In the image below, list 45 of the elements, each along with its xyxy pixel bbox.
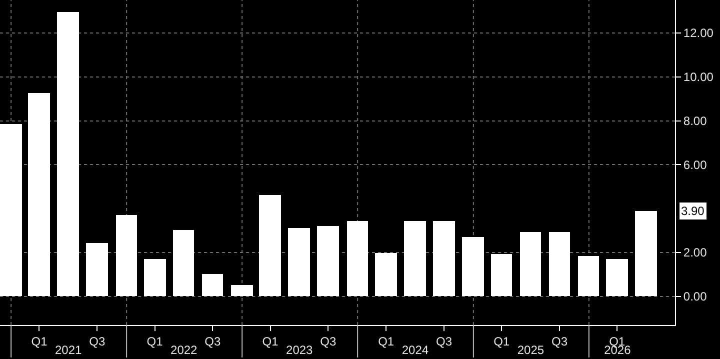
y-tick-label: 12.00 [683,26,714,40]
bar [116,215,137,296]
bar [578,256,599,296]
bar [28,93,50,296]
x-tick-label: Q1 [31,334,48,348]
y-tick-label: 10.00 [683,70,714,84]
bar [0,124,22,296]
x-tick-label: Q3 [89,334,106,348]
bar [317,226,339,296]
bar [57,12,79,296]
x2-tick-label: 2025 [517,343,544,357]
y-tick-label: 6.00 [683,158,708,172]
x2-tick-label: 2022 [170,343,198,357]
bar [433,221,455,296]
bar [549,232,570,296]
bar [202,274,223,296]
x-tick-label: Q3 [436,334,452,348]
y-tick-label: 2.00 [683,246,708,260]
x-tick-label: Q1 [146,334,164,348]
bar [86,243,108,296]
x-tick-label: Q1 [262,334,279,348]
bar [347,221,368,296]
x-tick-label: Q1 [494,334,510,348]
x-tick-label: Q3 [320,334,336,348]
x-tick-label: Q1 [378,334,394,348]
bar [288,228,310,296]
bar [231,285,253,296]
bar [462,237,484,296]
bar [404,221,426,296]
bar [144,259,166,296]
annotation: 3.90 [681,204,705,218]
bar [173,230,194,296]
x2-tick-label: 2021 [55,343,82,357]
bar [259,195,281,296]
y-tick-label: 8.00 [683,114,708,128]
y-tick-label: 0.00 [683,290,708,304]
bar [635,211,657,296]
bar [606,259,628,296]
x-tick-label: Q3 [204,334,221,348]
x-tick-label: Q3 [551,334,568,348]
x2-tick-label: 2024 [402,343,429,357]
x2-tick-label: 2023 [286,343,314,357]
bar [491,254,512,296]
bar [375,253,397,296]
bar [520,232,541,296]
